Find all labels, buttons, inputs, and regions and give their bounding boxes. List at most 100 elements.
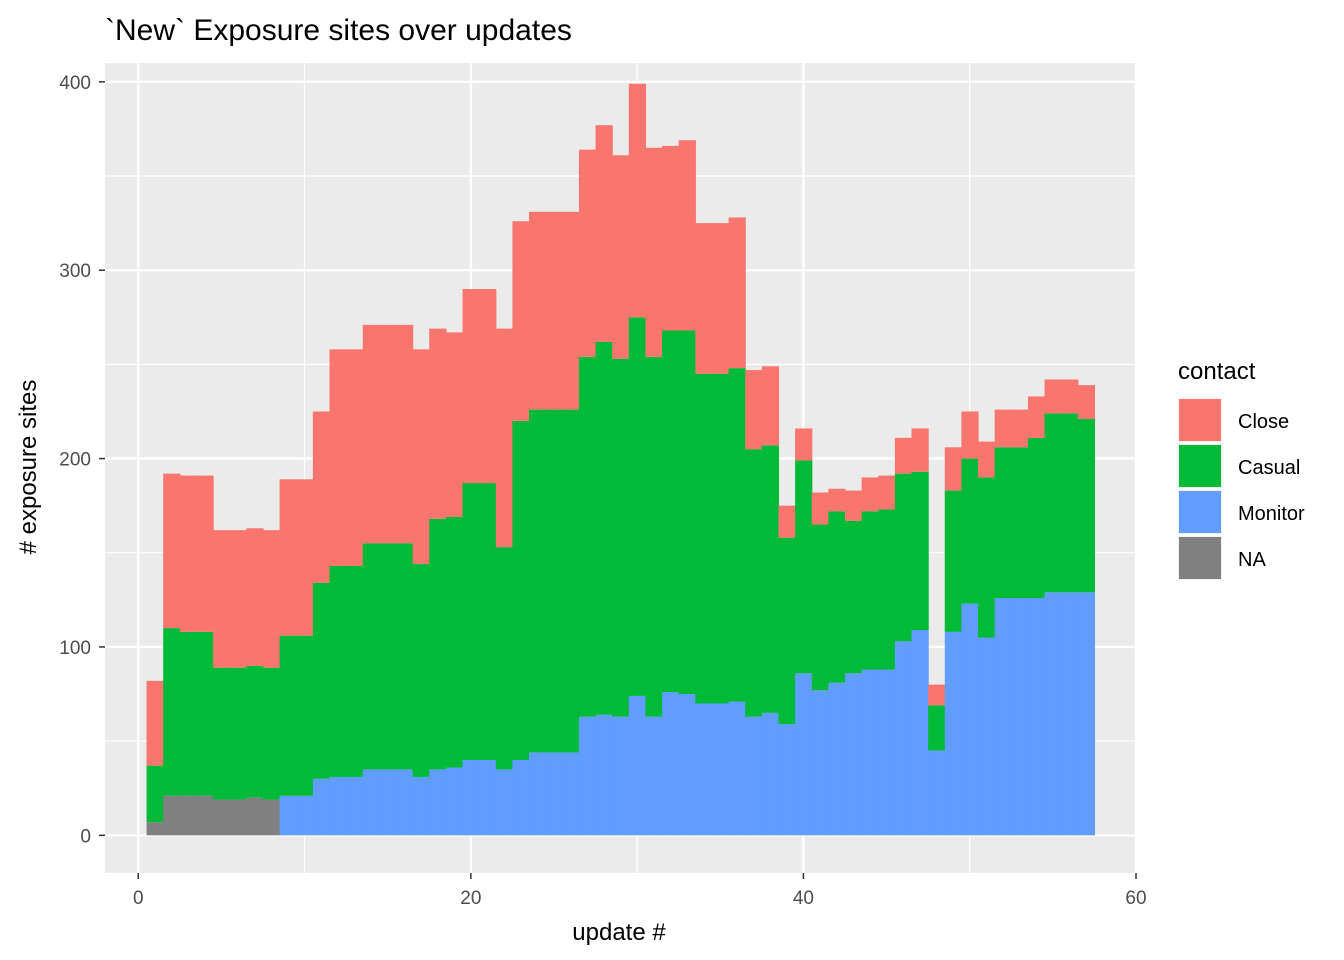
bar-monitor-update-32 xyxy=(662,692,680,836)
bar-casual-update-24 xyxy=(529,409,547,753)
bar-casual-update-18 xyxy=(429,518,447,770)
bar-close-update-49 xyxy=(944,447,962,491)
bar-monitor-update-9 xyxy=(279,795,297,836)
bar-na-update-3 xyxy=(179,795,198,836)
bar-monitor-update-55 xyxy=(1044,592,1062,836)
bar-casual-update-36 xyxy=(728,368,746,702)
bar-casual-update-35 xyxy=(711,373,730,704)
bar-na-update-8 xyxy=(262,799,281,836)
bar-close-update-35 xyxy=(711,223,730,374)
bar-close-update-29 xyxy=(612,155,630,359)
bar-monitor-update-50 xyxy=(961,603,979,836)
bar-monitor-update-22 xyxy=(495,769,514,836)
bar-close-update-30 xyxy=(628,83,647,318)
bar-monitor-update-39 xyxy=(778,724,796,836)
bar-monitor-update-57 xyxy=(1077,592,1096,836)
bar-monitor-update-33 xyxy=(678,694,696,836)
bar-na-update-7 xyxy=(246,797,264,836)
bar-close-update-16 xyxy=(396,324,414,544)
bar-casual-update-38 xyxy=(761,445,780,713)
bar-casual-update-33 xyxy=(678,330,696,695)
bar-close-update-43 xyxy=(844,490,863,521)
bar-close-update-1 xyxy=(146,680,164,766)
bar-close-update-9 xyxy=(279,479,297,636)
bar-casual-update-50 xyxy=(961,458,979,604)
bar-casual-update-39 xyxy=(778,537,796,725)
legend-key-monitor xyxy=(1179,491,1221,533)
bar-monitor-update-19 xyxy=(445,767,464,836)
bar-monitor-update-27 xyxy=(578,716,597,836)
legend-entries: Close Casual Monitor NA xyxy=(1178,398,1305,580)
bar-casual-update-45 xyxy=(878,509,896,670)
legend-key-na xyxy=(1179,537,1221,579)
bar-casual-update-11 xyxy=(312,582,331,779)
bar-close-update-25 xyxy=(545,211,563,410)
bar-close-update-20 xyxy=(462,289,480,484)
bar-close-update-8 xyxy=(262,530,281,668)
bar-monitor-update-29 xyxy=(612,716,630,836)
bar-monitor-update-54 xyxy=(1027,597,1046,836)
bar-close-update-26 xyxy=(562,211,580,410)
bar-close-update-45 xyxy=(878,475,896,510)
bar-close-update-46 xyxy=(894,437,913,474)
bar-close-update-53 xyxy=(1011,409,1029,448)
bar-close-update-44 xyxy=(861,477,879,512)
bar-monitor-update-42 xyxy=(828,682,846,836)
legend-key-close xyxy=(1179,399,1221,441)
bar-close-update-40 xyxy=(795,428,813,461)
x-tick-label: 40 xyxy=(793,888,814,909)
bar-monitor-update-25 xyxy=(545,752,563,836)
bar-casual-update-29 xyxy=(612,358,630,717)
bar-monitor-update-11 xyxy=(312,778,331,836)
bar-monitor-update-16 xyxy=(396,769,414,836)
bar-casual-update-30 xyxy=(628,317,647,696)
bar-casual-update-28 xyxy=(595,341,613,715)
bar-casual-update-46 xyxy=(894,473,913,642)
bar-close-update-36 xyxy=(728,217,746,369)
bar-monitor-update-46 xyxy=(894,641,913,836)
legend-label-monitor: Monitor xyxy=(1238,503,1305,525)
bar-monitor-update-49 xyxy=(944,631,962,836)
bar-monitor-update-26 xyxy=(562,752,580,836)
y-tick-label: 100 xyxy=(59,638,91,659)
bar-casual-update-21 xyxy=(479,483,497,760)
bar-monitor-update-51 xyxy=(978,637,996,836)
bar-casual-update-10 xyxy=(296,635,314,796)
bar-casual-update-13 xyxy=(346,565,364,777)
chart-title: `New` Exposure sites over updates xyxy=(105,14,572,47)
bar-casual-update-57 xyxy=(1077,419,1096,593)
bar-monitor-update-31 xyxy=(645,716,663,836)
bar-close-update-41 xyxy=(811,492,829,525)
bar-casual-update-32 xyxy=(662,330,680,693)
bar-casual-update-27 xyxy=(578,356,597,717)
bar-casual-update-19 xyxy=(445,516,464,768)
bar-close-update-37 xyxy=(745,370,763,450)
bar-monitor-update-37 xyxy=(745,716,763,836)
bar-monitor-update-56 xyxy=(1061,592,1079,836)
bar-close-update-55 xyxy=(1044,379,1062,414)
bar-close-update-6 xyxy=(229,530,247,668)
bar-close-update-22 xyxy=(495,328,514,548)
bar-monitor-update-30 xyxy=(628,695,647,836)
bar-casual-update-23 xyxy=(512,420,530,760)
bar-monitor-update-34 xyxy=(695,703,713,836)
bar-close-update-18 xyxy=(429,328,447,519)
bar-na-update-5 xyxy=(213,799,231,836)
bar-na-update-1 xyxy=(146,822,164,836)
bar-monitor-update-10 xyxy=(296,795,314,836)
bar-monitor-update-14 xyxy=(362,769,380,836)
bar-close-update-3 xyxy=(179,475,198,632)
bar-close-update-31 xyxy=(645,147,663,357)
bar-casual-update-4 xyxy=(196,631,214,796)
bar-close-update-15 xyxy=(379,324,397,544)
bar-casual-update-56 xyxy=(1061,413,1079,593)
bar-close-update-38 xyxy=(761,366,780,446)
bar-close-update-11 xyxy=(312,411,331,583)
bar-na-update-2 xyxy=(163,795,181,836)
bar-close-update-47 xyxy=(911,428,929,472)
bar-monitor-update-38 xyxy=(761,712,780,836)
bar-monitor-update-28 xyxy=(595,714,613,836)
bar-casual-update-54 xyxy=(1027,437,1046,598)
bar-casual-update-7 xyxy=(246,665,264,798)
